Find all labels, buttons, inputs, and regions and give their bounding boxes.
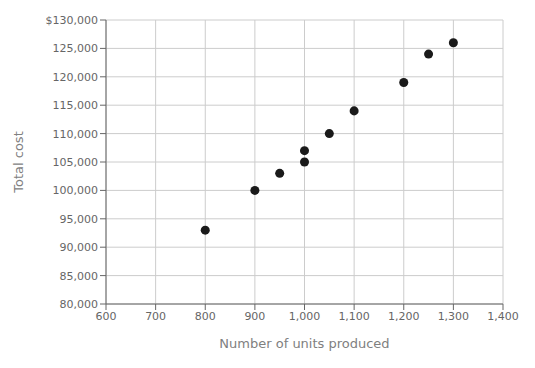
svg-text:1,000: 1,000	[289, 310, 321, 323]
svg-text:1,400: 1,400	[487, 310, 519, 323]
svg-text:1,300: 1,300	[438, 310, 470, 323]
svg-text:1,200: 1,200	[388, 310, 420, 323]
svg-text:$130,000: $130,000	[46, 14, 99, 27]
svg-text:95,000: 95,000	[60, 213, 99, 226]
svg-text:Number of units produced: Number of units produced	[219, 336, 389, 351]
svg-text:105,000: 105,000	[53, 156, 99, 169]
svg-text:120,000: 120,000	[53, 71, 99, 84]
svg-text:80,000: 80,000	[60, 298, 99, 311]
svg-text:110,000: 110,000	[53, 128, 99, 141]
svg-text:125,000: 125,000	[53, 42, 99, 55]
svg-text:700: 700	[145, 310, 166, 323]
svg-text:100,000: 100,000	[53, 184, 99, 197]
svg-text:900: 900	[244, 310, 265, 323]
svg-text:Total cost: Total cost	[11, 131, 26, 193]
svg-text:1,100: 1,100	[338, 310, 370, 323]
svg-text:90,000: 90,000	[60, 241, 99, 254]
svg-text:600: 600	[96, 310, 117, 323]
svg-text:800: 800	[195, 310, 216, 323]
svg-text:85,000: 85,000	[60, 270, 99, 283]
svg-text:115,000: 115,000	[53, 99, 99, 112]
